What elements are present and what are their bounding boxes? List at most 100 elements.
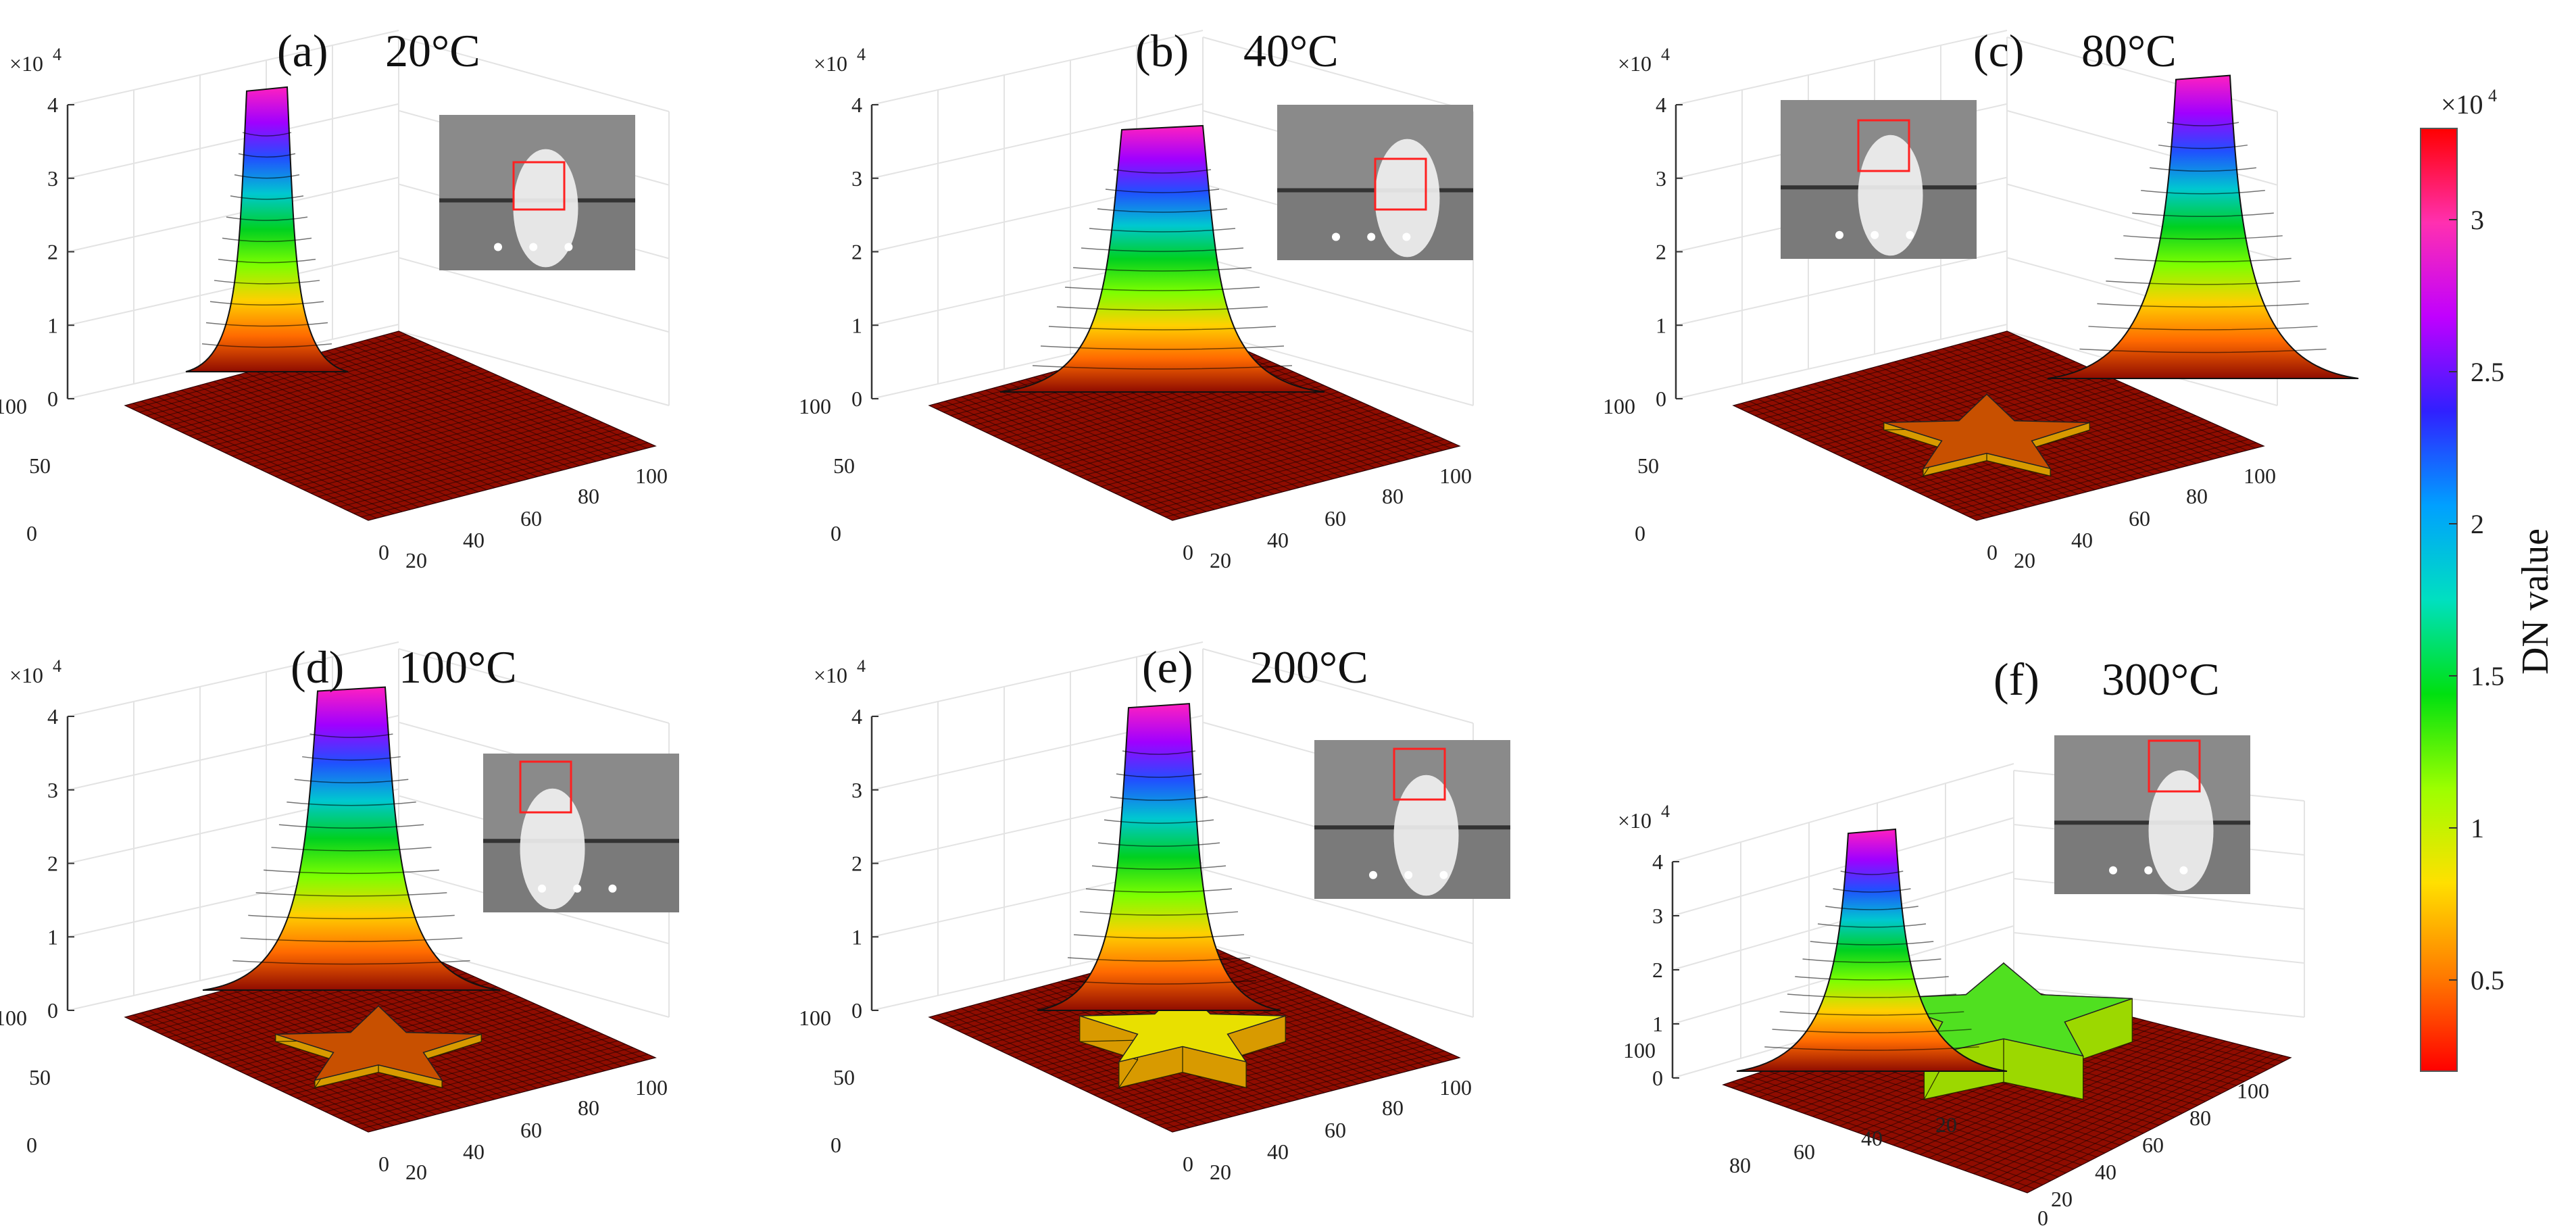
x-tick-label: 80: [2189, 1106, 2211, 1130]
z-tick-label: 4: [1656, 93, 1666, 117]
x-tick-label: 20: [1210, 548, 1231, 572]
panel-title: (e) 200°C: [1142, 641, 1368, 693]
x-tick-label-zero: 0: [1183, 1152, 1193, 1176]
inset-roi-box: [1374, 157, 1427, 211]
intensity-peak: [1037, 703, 1281, 1011]
z-exponent-power: 4: [1661, 45, 1670, 64]
z-tick-label: 3: [1656, 166, 1666, 191]
z-tick-label: 0: [851, 998, 862, 1023]
panel-title: (d) 100°C: [291, 641, 517, 693]
intensity-peak: [999, 124, 1325, 393]
y-tick-label: 50: [833, 453, 855, 478]
colorbar-tick-label: 3: [2471, 205, 2484, 235]
panel-letter: (b): [1135, 25, 1189, 76]
x-tick-label: 60: [1324, 1118, 1346, 1142]
inset-roi-box: [1393, 747, 1446, 801]
y-tick-label: 0: [831, 521, 841, 545]
z-exponent-label: ×10: [814, 51, 847, 76]
z-tick-label: 3: [47, 778, 58, 802]
y-tick-label: 60: [1793, 1139, 1815, 1164]
z-tick-label: 2: [47, 240, 58, 264]
z-exponent-label: ×10: [9, 663, 43, 687]
z-tick-label: 0: [47, 998, 58, 1023]
z-tick-label: 2: [1656, 240, 1666, 264]
z-tick-label: 1: [47, 925, 58, 949]
z-tick-label: 2: [1652, 958, 1663, 982]
y-tick-label: 100: [799, 1006, 831, 1030]
y-tick-label: 100: [0, 394, 27, 418]
y-tick-label: 20: [1935, 1112, 1957, 1137]
panel-temperature: 80°C: [2081, 25, 2177, 76]
x-tick-label: 100: [635, 1075, 668, 1100]
z-exponent-label: ×10: [1618, 808, 1652, 833]
z-tick-label: 4: [1652, 850, 1663, 874]
y-tick-label-100: 100: [1623, 1038, 1656, 1062]
x-tick-label: 60: [1324, 506, 1346, 531]
inset-roi-box: [519, 760, 572, 814]
x-tick-label: 60: [2129, 506, 2150, 531]
panel-temperature: 100°C: [399, 641, 517, 693]
colorbar-tick-label: 2: [2471, 509, 2484, 539]
x-tick-label-zero: 0: [378, 540, 389, 564]
x-tick-label: 20: [2051, 1187, 2073, 1211]
panel-title: (a) 20°C: [277, 25, 480, 76]
surface-floor: [124, 330, 657, 521]
origin-label: 0: [2037, 1206, 2048, 1228]
x-tick-label-zero: 0: [1987, 540, 1998, 564]
colorbar-tick-label: 0.5: [2471, 965, 2504, 996]
z-exponent-label: ×10: [9, 51, 43, 76]
x-tick-label-zero: 0: [378, 1152, 389, 1176]
z-tick-label: 1: [1652, 1012, 1663, 1036]
inset-photo: [1277, 105, 1473, 260]
panel-title: (c) 80°C: [1973, 25, 2177, 76]
x-tick-label: 80: [578, 484, 599, 508]
x-tick-label: 80: [1382, 484, 1404, 508]
inset-photo: [1781, 100, 1977, 259]
x-tick-label: 60: [520, 1118, 542, 1142]
z-tick-label: 3: [1652, 904, 1663, 928]
z-tick-label: 0: [47, 387, 58, 411]
y-tick-label: 100: [1603, 394, 1635, 418]
colorbar: 0.5 1 1.5 2 2.5 3 ×10 4 DN value: [2420, 86, 2556, 1072]
x-tick-label: 40: [1267, 528, 1289, 552]
colorbar-tick-label: 1: [2471, 813, 2484, 843]
x-tick-label: 100: [2237, 1079, 2269, 1103]
y-tick-label: 40: [1861, 1126, 1883, 1150]
z-tick-label: 4: [47, 93, 58, 117]
panel-letter: (e): [1142, 641, 1193, 693]
panel-temperature: 20°C: [385, 25, 480, 76]
y-tick-label: 0: [1635, 521, 1645, 545]
x-tick-label: 40: [463, 1139, 485, 1164]
mesh-lines: [132, 333, 648, 519]
x-tick-label: 80: [578, 1096, 599, 1120]
panel-letter: (d): [291, 641, 344, 693]
z-tick-label: 0: [1656, 387, 1666, 411]
z-exponent-power: 4: [857, 45, 866, 64]
inset-roi-box: [2148, 739, 2201, 793]
x-tick-label: 80: [2186, 484, 2208, 508]
axis-grid: [1675, 30, 2278, 406]
x-tick-label: 40: [463, 528, 485, 552]
x-tick-label: 60: [2142, 1133, 2164, 1157]
z-tick-label: 2: [47, 852, 58, 876]
z-tick-label: 4: [851, 93, 862, 117]
z-tick-label: 1: [47, 313, 58, 337]
x-tick-label: 100: [1439, 464, 1472, 488]
y-tick-label: 80: [1729, 1153, 1751, 1177]
inset-photo: [439, 115, 635, 270]
x-tick-label: 40: [2071, 528, 2093, 552]
colorbar-exponent-power: 4: [2488, 86, 2497, 105]
star-top: [275, 1005, 482, 1081]
z-exponent-power: 4: [857, 656, 866, 676]
y-tick-label: 50: [833, 1065, 855, 1089]
x-tick-label: 100: [1439, 1075, 1472, 1100]
panel-temperature: 40°C: [1243, 25, 1339, 76]
x-tick-label: 40: [2095, 1160, 2116, 1184]
z-tick-label: 2: [851, 240, 862, 264]
